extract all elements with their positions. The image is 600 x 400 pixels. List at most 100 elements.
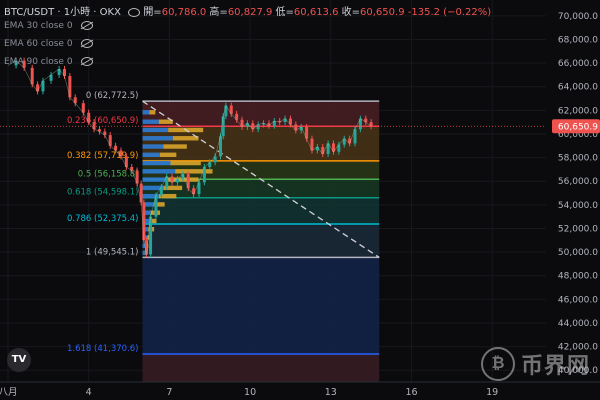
- candle-body: [62, 68, 66, 77]
- volume-profile-bar: [165, 177, 199, 182]
- tradingview-logo[interactable]: TV: [7, 348, 31, 372]
- volume-profile-bar: [142, 110, 150, 115]
- candle-body: [142, 202, 146, 241]
- symbol-label[interactable]: BTC/USDT · 1小時 · OKX: [4, 7, 121, 18]
- close-label: 收=: [341, 7, 361, 18]
- y-tick-label: 54,000.0: [558, 201, 598, 211]
- volume-profile-bar: [154, 202, 165, 207]
- low-label: 低=: [275, 7, 294, 18]
- indicator-ema90[interactable]: EMA 90 close 0: [4, 57, 93, 67]
- candle-body: [278, 120, 282, 123]
- candle-body: [22, 60, 26, 68]
- y-tick-label: 52,000.0: [558, 224, 598, 234]
- fib-zone: [142, 224, 380, 258]
- candle-body: [139, 183, 143, 203]
- candle-body: [154, 195, 158, 217]
- x-tick-label: 7: [166, 387, 172, 398]
- candle-body: [267, 123, 271, 126]
- chart-header: BTC/USDT · 1小時 · OKX 開=60,786.0 高=60,827…: [4, 3, 491, 18]
- candle-body: [294, 124, 298, 131]
- fib-level-label: 1 (49,545.1): [86, 247, 139, 257]
- candle-body: [369, 122, 373, 127]
- y-tick-label: 50,000.0: [558, 248, 598, 258]
- hidden-eye-icon[interactable]: [80, 39, 93, 48]
- fib-level-label: 0.786 (52,375.4): [67, 214, 139, 224]
- y-tick-label: 58,000.0: [558, 154, 598, 164]
- candle-body: [192, 188, 196, 195]
- candle-body: [41, 80, 45, 92]
- volume-profile-bar: [142, 218, 150, 224]
- candle-body: [170, 176, 174, 183]
- candle-body: [57, 68, 61, 75]
- volume-profile-bar: [158, 193, 177, 199]
- candle-body: [337, 144, 341, 152]
- y-tick-label: 70,000.0: [558, 12, 598, 22]
- fib-level-label: 0.618 (54,598.1): [67, 188, 139, 198]
- candle-body: [145, 240, 149, 255]
- indicator-label: EMA 30 close 0: [4, 21, 73, 31]
- current-price-label: 60,650.9: [558, 123, 598, 133]
- y-tick-label: 62,000.0: [558, 106, 598, 116]
- candle-body: [108, 135, 112, 146]
- candle-body: [256, 124, 260, 130]
- hidden-eye-icon[interactable]: [80, 57, 93, 66]
- candle-body: [221, 116, 225, 137]
- candle-body: [326, 143, 330, 155]
- candle-body: [130, 167, 134, 171]
- y-tick-label: 44,000.0: [558, 319, 598, 329]
- volume-profile-bar: [142, 243, 146, 248]
- indicator-ema30[interactable]: EMA 30 close 0: [4, 21, 93, 31]
- high-label: 高=: [209, 7, 228, 18]
- x-tick-label: 10: [244, 387, 256, 398]
- candle-body: [213, 156, 217, 163]
- candle-body: [348, 138, 352, 144]
- y-tick-label: 42,000.0: [558, 343, 598, 353]
- y-tick-label: 60,000.0: [558, 130, 598, 140]
- indicator-label: EMA 90 close 0: [4, 57, 73, 67]
- volume-profile-bar: [158, 119, 173, 124]
- y-tick-label: 64,000.0: [558, 83, 598, 93]
- volume-profile-bar: [142, 202, 155, 207]
- candle-body: [208, 162, 212, 168]
- candle-body: [149, 216, 153, 255]
- indicator-ema60[interactable]: EMA 60 close 0: [4, 39, 93, 49]
- volume-profile-bar: [142, 185, 164, 191]
- volume-profile-bar: [163, 185, 183, 191]
- volume-profile-bar: [142, 210, 151, 215]
- candle-body: [135, 170, 139, 184]
- candle-body: [272, 120, 276, 126]
- bitcoin-coin-icon: ₿: [480, 347, 515, 381]
- volume-profile-bar: [142, 127, 169, 133]
- candle-body: [186, 174, 190, 189]
- candle-body: [305, 126, 309, 139]
- candle-body: [358, 118, 362, 130]
- candle-body: [175, 178, 179, 183]
- y-tick-label: 40,000.0: [558, 366, 598, 376]
- volume-profile-bar: [142, 119, 159, 124]
- candle-body: [68, 76, 72, 98]
- y-tick-label: 46,000.0: [558, 295, 598, 305]
- x-tick-label: 八月: [0, 387, 18, 398]
- change-value: -135.2 (−0.22%): [407, 7, 492, 18]
- candle-body: [92, 122, 96, 130]
- volume-profile-bar: [142, 152, 160, 157]
- candle-body: [331, 143, 335, 152]
- high-value: 60,827.9: [227, 7, 273, 18]
- fib-level-label: 0.5 (56,158.8): [78, 169, 139, 179]
- candle-body: [245, 123, 249, 127]
- candle-body: [14, 60, 18, 66]
- fib-level-label: 0 (62,772.5): [86, 91, 139, 101]
- candle-body: [321, 146, 325, 155]
- candle-body: [73, 97, 77, 104]
- fib-level-label: 0.382 (57,719.9): [67, 151, 139, 161]
- y-tick-label: 56,000.0: [558, 177, 598, 187]
- volume-profile-bar: [142, 177, 166, 182]
- candle-body: [364, 118, 368, 123]
- x-tick-label: 4: [86, 387, 92, 398]
- fib-zone: [142, 257, 380, 354]
- hidden-eye-icon[interactable]: [80, 21, 93, 30]
- candle-body: [219, 136, 223, 157]
- candle-body: [235, 113, 239, 120]
- visibility-eye-icon[interactable]: [128, 7, 141, 17]
